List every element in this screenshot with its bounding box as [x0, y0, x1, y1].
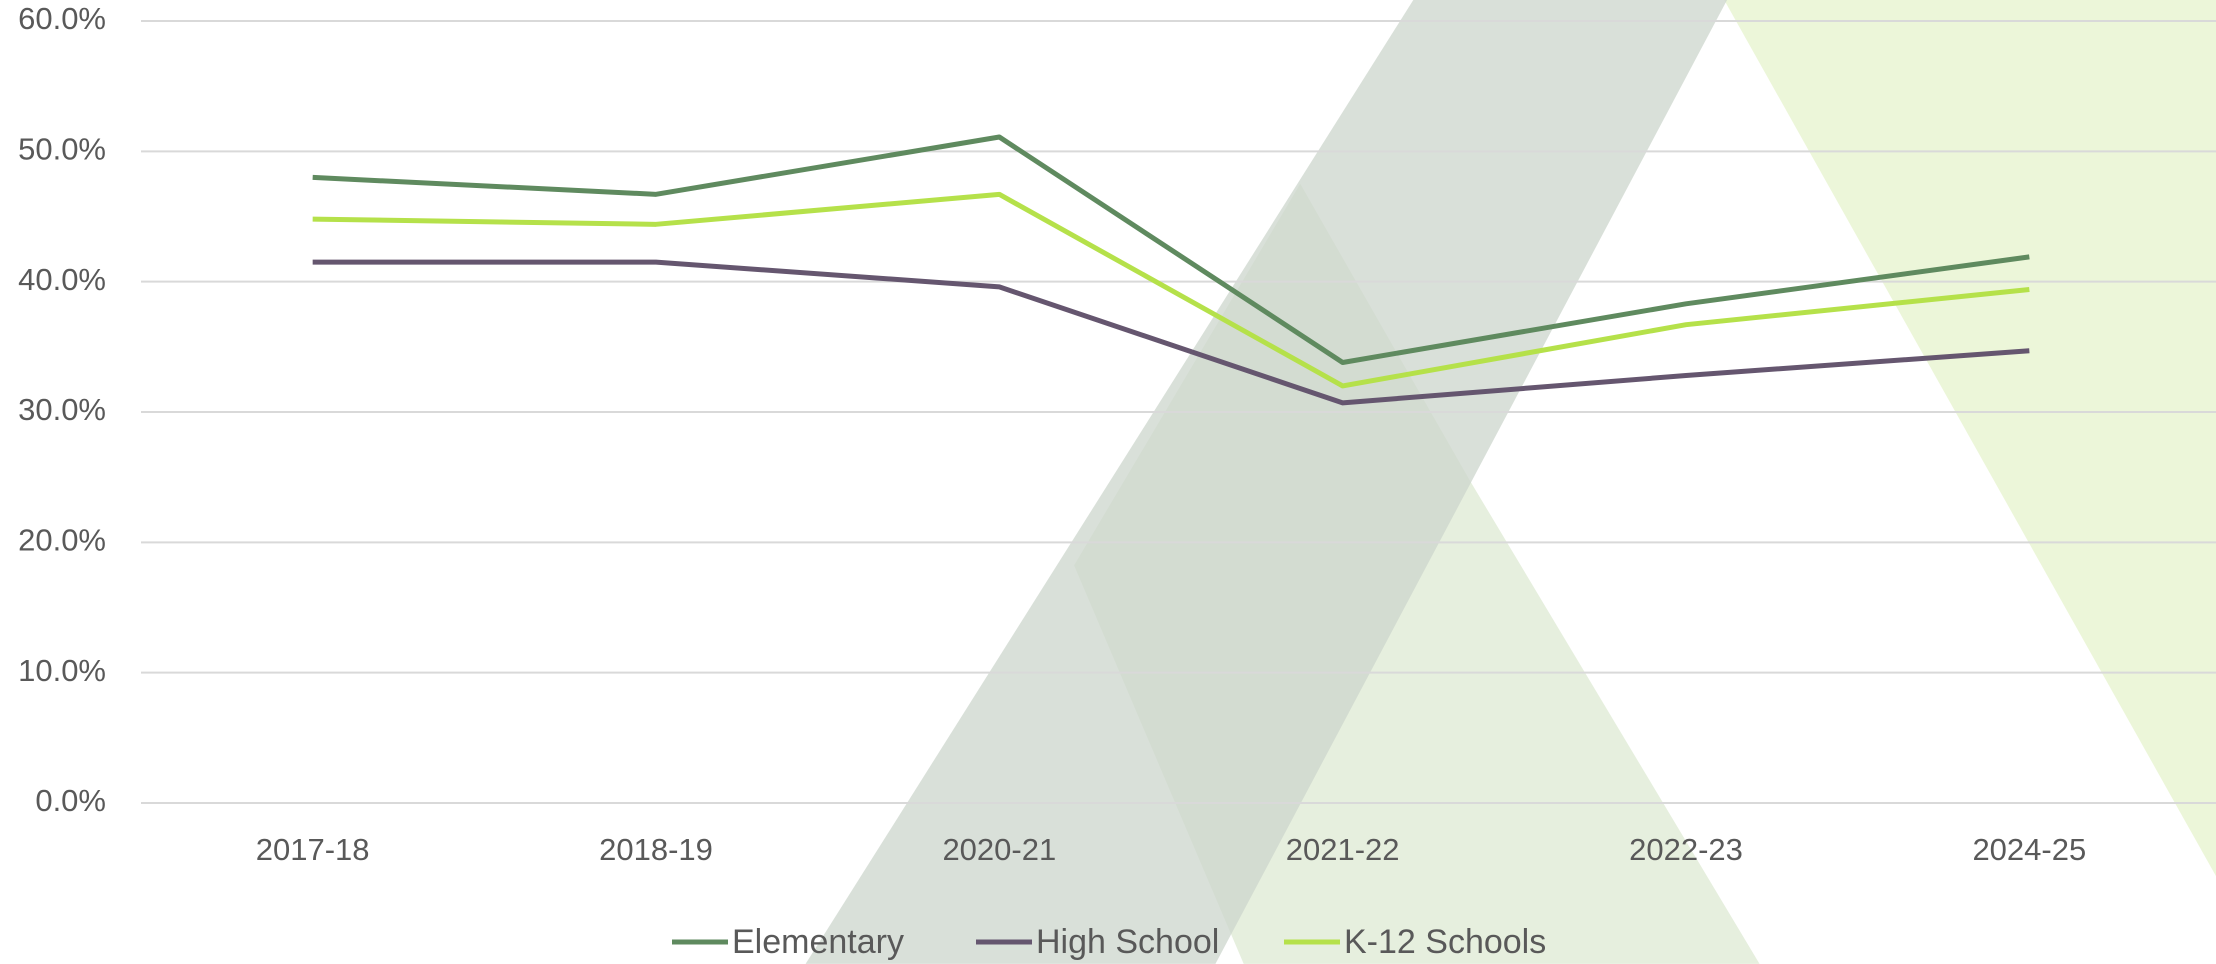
legend-label: Elementary — [732, 923, 904, 961]
x-tick-label: 2021-22 — [1286, 832, 1400, 867]
legend: Elementary High School K-12 Schools — [672, 923, 1546, 961]
legend-label: K-12 Schools — [1344, 923, 1546, 961]
y-tick-label: 40.0% — [18, 262, 106, 297]
x-tick-label: 2020-21 — [942, 832, 1056, 867]
y-tick-label: 60.0% — [18, 1, 106, 36]
y-tick-label: 0.0% — [35, 783, 106, 818]
x-tick-label: 2024-25 — [1972, 832, 2086, 867]
series-line — [312, 134, 2030, 365]
y-tick-label: 50.0% — [18, 132, 106, 167]
series-line — [312, 259, 2030, 406]
y-tick-label: 20.0% — [18, 523, 106, 558]
background-shapes — [805, 0, 2216, 964]
x-tick-label: 2017-18 — [256, 832, 370, 867]
y-tick-label: 10.0% — [18, 653, 106, 688]
y-tick-label: 30.0% — [18, 392, 106, 427]
legend-label: High School — [1036, 923, 1219, 961]
plot-area: 0.0% 10.0% 20.0% 30.0% 40.0% 50.0% 60.0% 2017-1… — [18, 1, 2216, 867]
x-tick-label: 2018-19 — [599, 832, 713, 867]
series-line — [312, 191, 2030, 389]
x-tick-label: 2022-23 — [1629, 832, 1743, 867]
